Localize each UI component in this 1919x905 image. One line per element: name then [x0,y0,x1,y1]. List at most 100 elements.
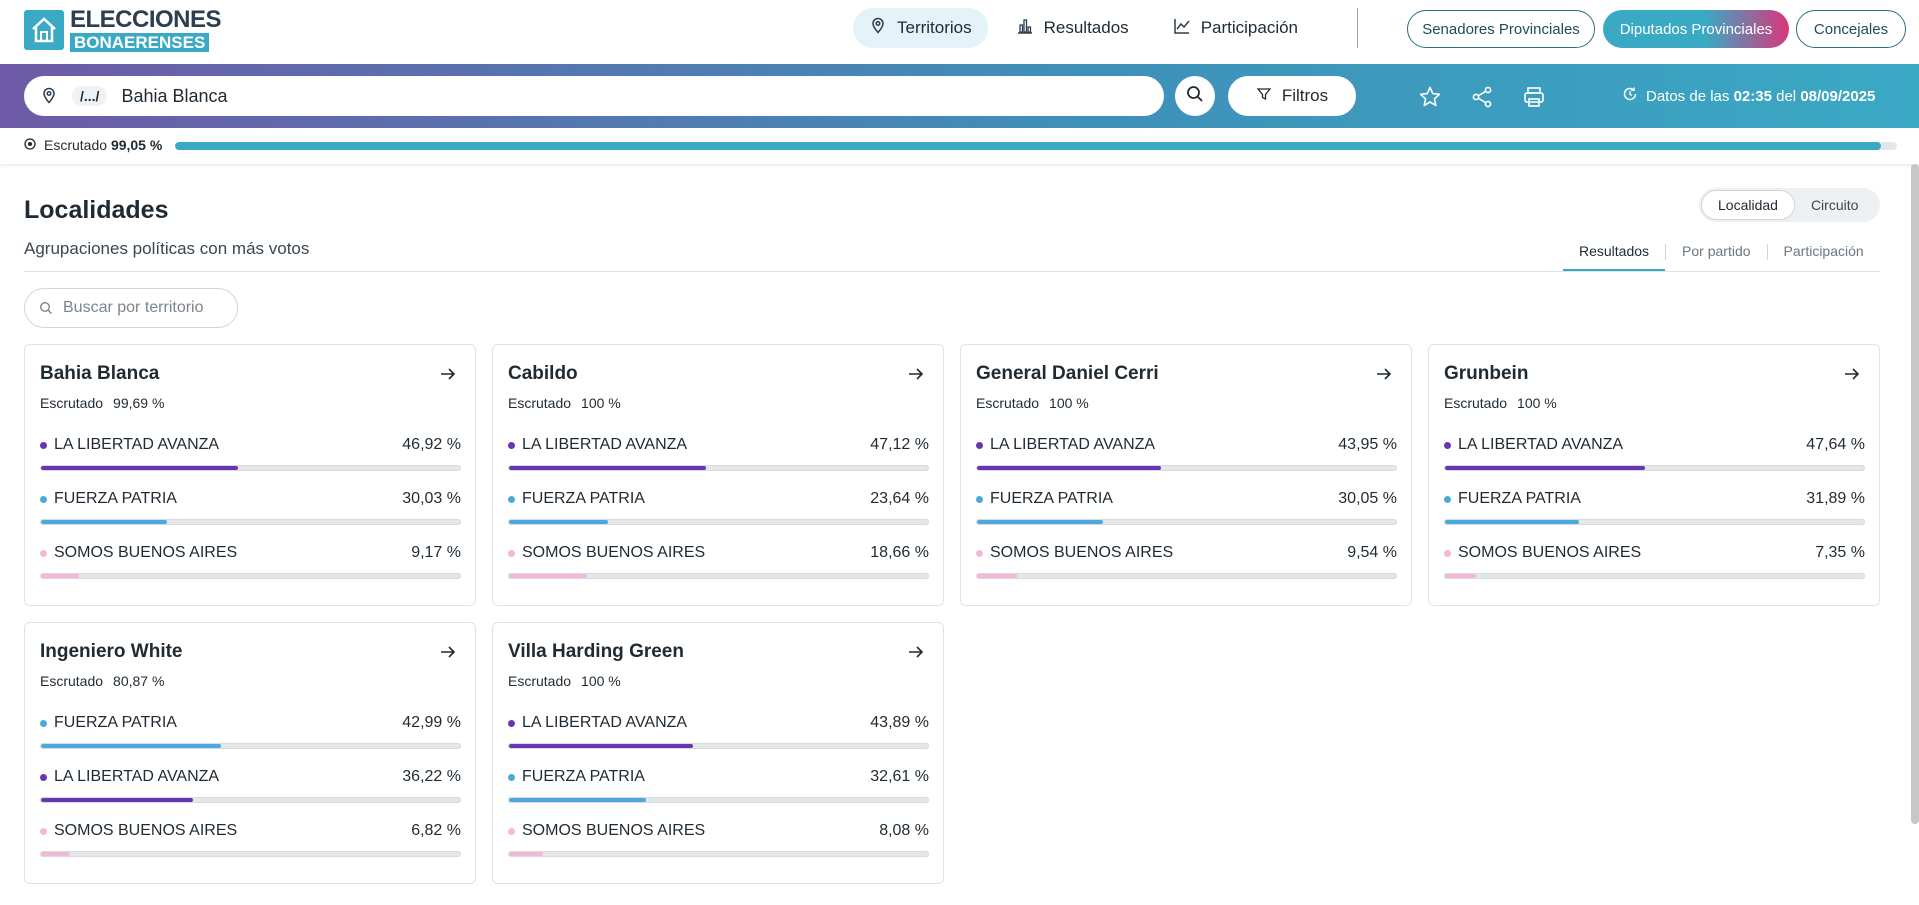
nav-participacion[interactable]: Participación [1157,8,1314,48]
locality-escrutado: Escrutado 100 % [976,395,1089,411]
escrutado-value: 100 % [581,395,621,411]
party-percentage: 30,03 % [402,490,461,507]
page-subtitle: Agrupaciones políticas con más votos [24,239,310,258]
party-bar [40,519,461,525]
party-result: FUERZA PATRIA 23,64 % [508,489,929,525]
party-name: LA LIBERTAD AVANZA [40,436,219,454]
toggle-circuito[interactable]: Circuito [1810,197,1859,213]
party-bar-fill [41,466,238,470]
locality-card[interactable]: Villa Harding Green Escrutado 100 % LA LIBE… [492,622,944,884]
territory-search-input[interactable] [63,299,223,317]
party-result: SOMOS BUENOS AIRES 18,66 % [508,543,929,579]
locality-card[interactable]: Cabildo Escrutado 100 % LA LIBERTAD AVANZA 4… [492,344,944,606]
arrow-right-icon[interactable] [439,643,459,663]
party-bar [508,519,929,525]
party-percentage: 9,54 % [1347,544,1397,561]
party-result: FUERZA PATRIA 42,99 % [40,713,461,749]
chamber-concejales-button[interactable]: Concejales [1796,10,1906,48]
location-user-icon [869,17,887,40]
party-percentage: 7,35 % [1815,544,1865,561]
party-color-dot [40,549,47,557]
arrow-right-icon[interactable] [907,365,927,385]
locality-card[interactable]: General Daniel Cerri Escrutado 100 % LA LIB… [960,344,1412,606]
party-result: FUERZA PATRIA 32,61 % [508,767,929,803]
party-bar-fill [1445,520,1579,524]
party-name: SOMOS BUENOS AIRES [976,544,1173,562]
toggle-localidad[interactable]: Localidad [1701,190,1795,220]
party-bar [40,743,461,749]
tab-separator [1665,244,1667,260]
party-bar [508,851,929,857]
filters-label: Filtros [1281,86,1329,105]
escrutado-label: Escrutado [508,673,572,689]
nav-label: Territorios [897,18,972,37]
arrow-right-icon[interactable] [907,643,927,663]
tab-resultados[interactable]: Resultados [1563,240,1666,271]
party-percentage: 9,17 % [411,544,461,561]
party-bar-fill [509,744,693,748]
locality-name: Ingeniero White [40,641,183,662]
locality-card[interactable]: Grunbein Escrutado 100 % LA LIBERTAD AVANZA… [1428,344,1880,606]
locality-escrutado: Escrutado 100 % [1444,395,1557,411]
nav-territorios[interactable]: Territorios [853,8,988,48]
party-color-dot [40,719,47,727]
nav-resultados[interactable]: Resultados [1000,8,1145,48]
results-tabs: Resultados Por partido Participación [1563,240,1880,271]
share-icon[interactable] [1469,84,1495,110]
locality-card[interactable]: Bahia Blanca Escrutado 99,69 % LA LIBERTAD … [24,344,476,606]
party-name: SOMOS BUENOS AIRES [40,822,237,840]
party-result: SOMOS BUENOS AIRES 8,08 % [508,821,929,857]
territory-searchbar[interactable]: /.../ Bahia Blanca [24,76,1164,116]
chamber-diputados-button[interactable]: Diputados Provinciales [1603,10,1789,48]
datos-time: 02:35 [1733,87,1772,105]
escrutado-label: Escrutado [976,395,1040,411]
party-name: LA LIBERTAD AVANZA [976,436,1155,454]
party-percentage: 42,99 % [402,714,461,731]
arrow-right-icon[interactable] [439,365,459,385]
party-name: SOMOS BUENOS AIRES [508,822,705,840]
arrow-right-icon[interactable] [1375,365,1395,385]
funnel-icon [1256,86,1272,107]
print-icon[interactable] [1521,84,1547,110]
party-bar [508,797,929,803]
search-icon [39,301,53,315]
party-bar [976,465,1397,471]
page-scrollbar[interactable] [1911,164,1919,824]
breadcrumb[interactable]: /.../ [72,86,108,106]
party-color-dot [1444,495,1451,503]
chamber-senadores-button[interactable]: Senadores Provinciales [1407,10,1595,48]
party-color-dot [40,773,47,781]
bar-chart-icon [1016,17,1034,40]
nav-label: Resultados [1043,18,1129,37]
party-bar-fill [41,520,167,524]
party-result: SOMOS BUENOS AIRES 7,35 % [1444,543,1865,579]
nav-divider [1357,8,1358,48]
party-result: LA LIBERTAD AVANZA 47,64 % [1444,435,1865,471]
site-logo[interactable]: ELECCIONES BONAERENSES [24,8,222,52]
locality-card[interactable]: Ingeniero White Escrutado 80,87 % FUERZA PA… [24,622,476,884]
search-button[interactable] [1175,76,1215,116]
data-timestamp: Datos de las 02:35 del 08/09/2025 [1622,86,1875,106]
party-percentage: 43,89 % [870,714,929,731]
party-color-dot [40,827,47,835]
escrutado-progress-fill [175,142,1881,150]
escrutado-value: 100 % [1517,395,1557,411]
filters-button[interactable]: Filtros [1228,76,1356,116]
party-result: SOMOS BUENOS AIRES 6,82 % [40,821,461,857]
party-color-dot [40,441,47,449]
tab-por-partido[interactable]: Por partido [1682,243,1751,259]
party-bar [1444,465,1865,471]
locality-name: Grunbein [1444,363,1529,384]
party-result: LA LIBERTAD AVANZA 47,12 % [508,435,929,471]
star-icon[interactable] [1417,84,1443,110]
party-percentage: 23,64 % [870,490,929,507]
arrow-right-icon[interactable] [1843,365,1863,385]
party-name: LA LIBERTAD AVANZA [40,768,219,786]
tab-participacion[interactable]: Participación [1783,243,1864,259]
escrutado-label: Escrutado [1444,395,1508,411]
main-nav: Territorios Resultados Participación [853,8,1314,48]
party-color-dot [1444,441,1451,449]
party-percentage: 8,08 % [879,822,929,839]
party-color-dot [508,827,515,835]
party-bar-fill [41,798,193,802]
